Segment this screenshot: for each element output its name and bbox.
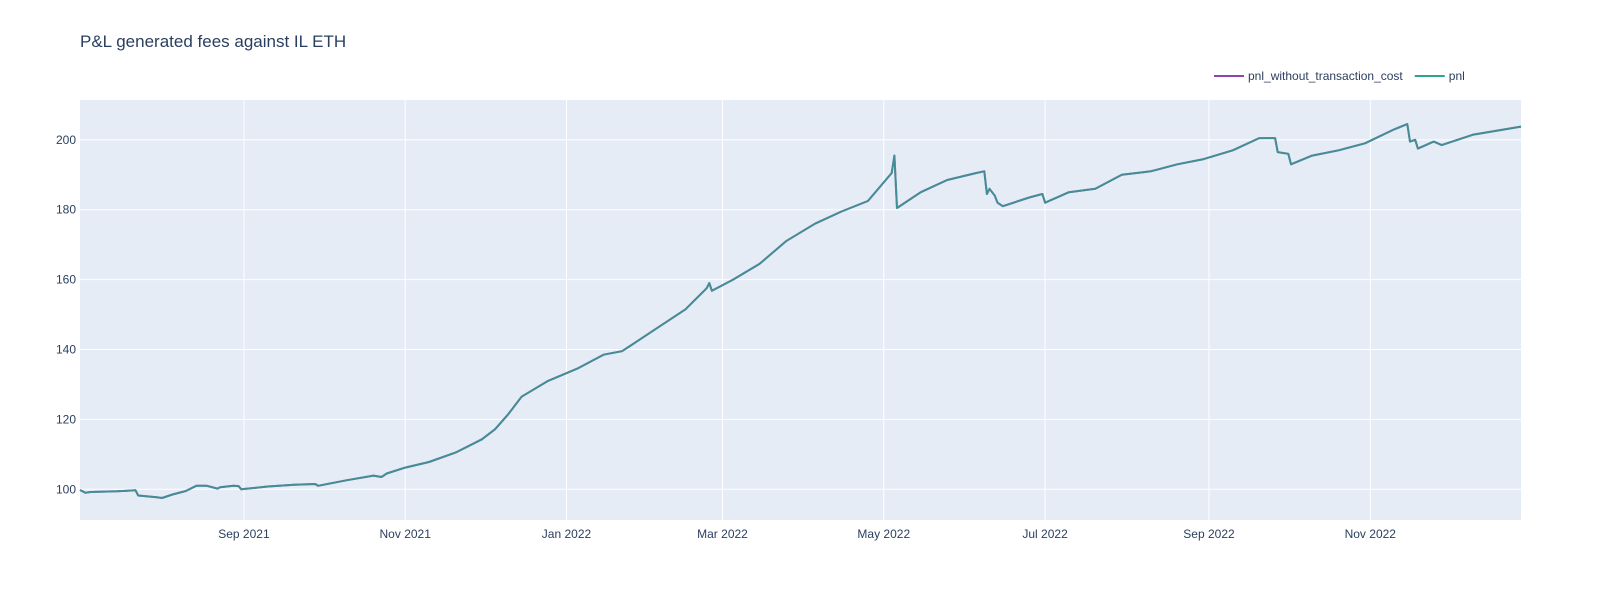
y-tick-labels: 100 120 140 160 180 200 bbox=[56, 133, 76, 496]
x-tick-label: Nov 2022 bbox=[1345, 527, 1397, 541]
y-tick-label: 160 bbox=[56, 273, 76, 287]
x-tick-label: May 2022 bbox=[857, 527, 910, 541]
legend-item-pnl[interactable]: pnl bbox=[1414, 69, 1465, 83]
x-tick-label: Sep 2021 bbox=[218, 527, 270, 541]
x-tick-label: Mar 2022 bbox=[697, 527, 748, 541]
legend[interactable]: pnl_without_transaction_cost pnl bbox=[1214, 69, 1465, 83]
y-tick-label: 120 bbox=[56, 412, 76, 426]
x-tick-labels: Sep 2021 Nov 2021 Jan 2022 Mar 2022 May 2022… bbox=[218, 527, 1396, 541]
x-tick-label: Jan 2022 bbox=[542, 527, 592, 541]
y-tick-label: 140 bbox=[56, 342, 76, 356]
y-tick-label: 100 bbox=[56, 482, 76, 496]
legend-label: pnl_without_transaction_cost bbox=[1248, 69, 1403, 83]
legend-item-pnl-without-transaction-cost[interactable]: pnl_without_transaction_cost bbox=[1214, 69, 1403, 83]
legend-label: pnl bbox=[1449, 69, 1465, 83]
series-layer bbox=[79, 123, 1522, 499]
plot-background bbox=[80, 100, 1521, 520]
x-tick-label: Nov 2021 bbox=[380, 527, 432, 541]
x-gridlines bbox=[243, 100, 1371, 520]
x-tick-label: Jul 2022 bbox=[1022, 527, 1068, 541]
y-tick-label: 200 bbox=[56, 133, 76, 147]
y-gridlines bbox=[80, 139, 1521, 490]
chart-title: P&L generated fees against IL ETH bbox=[80, 32, 347, 51]
y-tick-label: 180 bbox=[56, 203, 76, 217]
x-tick-label: Sep 2022 bbox=[1183, 527, 1235, 541]
series-line-pnl bbox=[79, 123, 1522, 499]
